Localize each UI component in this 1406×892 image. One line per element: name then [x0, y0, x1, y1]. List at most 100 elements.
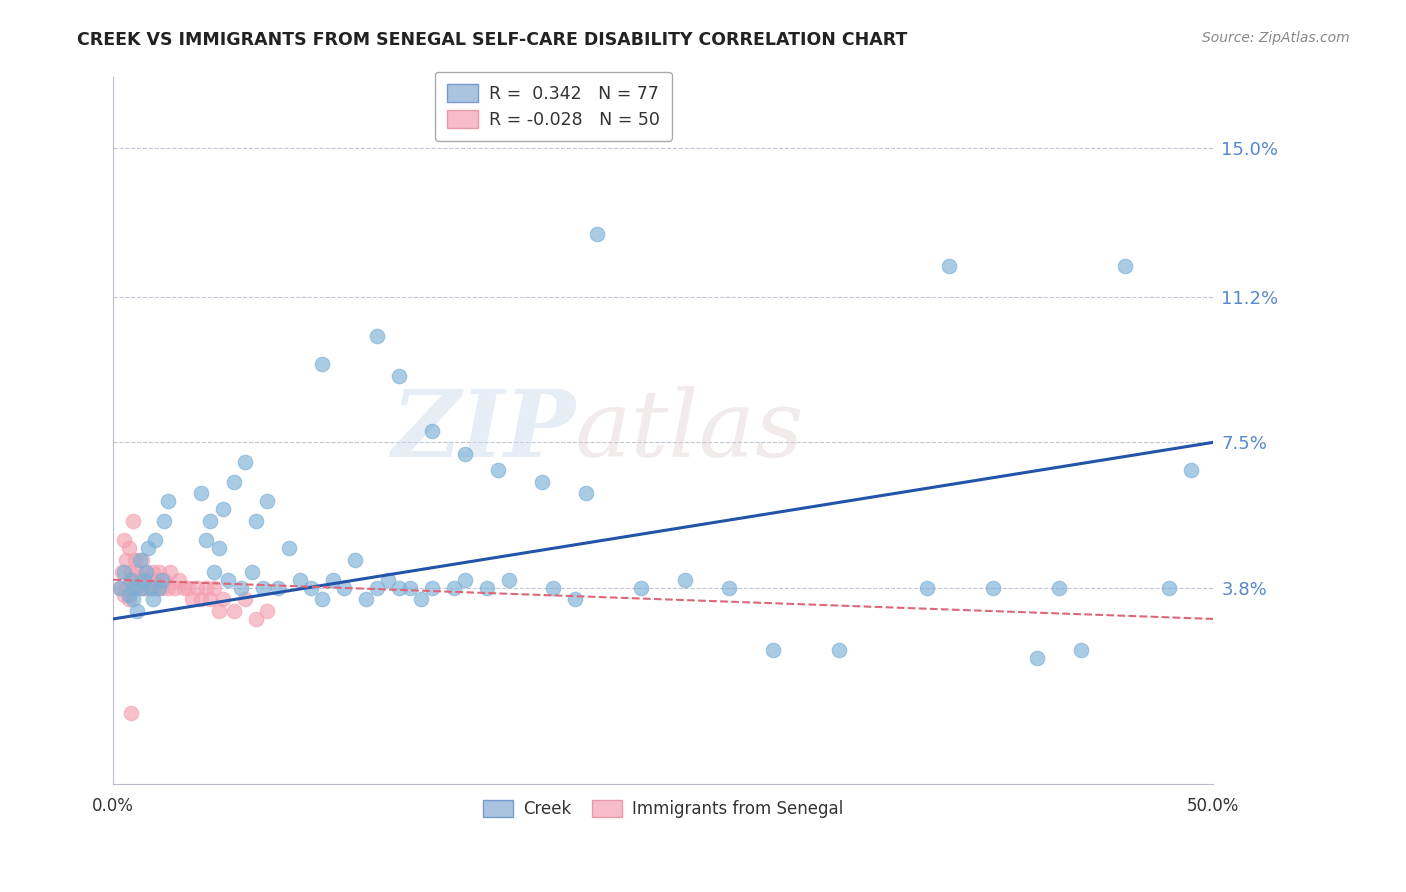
Point — [120, 581, 142, 595]
Point — [128, 553, 150, 567]
Point — [115, 553, 138, 567]
Point — [198, 592, 221, 607]
Point — [159, 565, 181, 579]
Point — [311, 357, 333, 371]
Point — [420, 424, 443, 438]
Point — [229, 581, 252, 595]
Point — [290, 573, 312, 587]
Point — [124, 553, 146, 567]
Point — [157, 494, 180, 508]
Point — [177, 581, 200, 595]
Point — [1047, 581, 1070, 595]
Point — [120, 573, 142, 587]
Point — [366, 581, 388, 595]
Point — [411, 592, 433, 607]
Point — [217, 573, 239, 587]
Point — [564, 592, 586, 607]
Point — [153, 514, 176, 528]
Point — [194, 581, 217, 595]
Point — [1180, 463, 1202, 477]
Point — [143, 533, 166, 548]
Point — [377, 573, 399, 587]
Point — [252, 581, 274, 595]
Point — [112, 533, 135, 548]
Point — [240, 565, 263, 579]
Point — [112, 565, 135, 579]
Point — [181, 592, 204, 607]
Point — [981, 581, 1004, 595]
Point — [454, 447, 477, 461]
Point — [148, 565, 170, 579]
Point — [443, 581, 465, 595]
Point — [278, 541, 301, 556]
Point — [112, 588, 135, 602]
Point — [153, 573, 176, 587]
Point — [344, 553, 367, 567]
Point — [108, 581, 131, 595]
Point — [762, 643, 785, 657]
Point — [673, 573, 696, 587]
Point — [198, 514, 221, 528]
Point — [128, 581, 150, 595]
Point — [256, 604, 278, 618]
Point — [828, 643, 851, 657]
Point — [204, 565, 226, 579]
Point — [354, 592, 377, 607]
Point — [575, 486, 598, 500]
Point — [477, 581, 499, 595]
Point — [388, 368, 411, 383]
Point — [586, 227, 609, 242]
Point — [150, 573, 173, 587]
Point — [454, 573, 477, 587]
Point — [115, 581, 138, 595]
Text: atlas: atlas — [575, 385, 804, 475]
Point — [120, 706, 142, 720]
Point — [135, 565, 157, 579]
Point — [498, 573, 520, 587]
Point — [267, 581, 290, 595]
Point — [212, 592, 235, 607]
Point — [132, 573, 155, 587]
Point — [915, 581, 938, 595]
Point — [190, 592, 212, 607]
Point — [333, 581, 356, 595]
Point — [131, 553, 153, 567]
Point — [541, 581, 564, 595]
Point — [132, 581, 155, 595]
Point — [131, 581, 153, 595]
Point — [718, 581, 741, 595]
Point — [224, 475, 246, 489]
Point — [157, 581, 180, 595]
Point — [139, 581, 162, 595]
Point — [143, 573, 166, 587]
Point — [127, 604, 149, 618]
Point — [142, 565, 165, 579]
Point — [124, 581, 146, 595]
Point — [245, 514, 267, 528]
Point — [486, 463, 509, 477]
Point — [122, 514, 145, 528]
Point — [122, 573, 145, 587]
Point — [1114, 259, 1136, 273]
Point — [420, 581, 443, 595]
Point — [128, 573, 150, 587]
Point — [938, 259, 960, 273]
Point — [212, 502, 235, 516]
Point — [311, 592, 333, 607]
Point — [208, 604, 231, 618]
Point — [233, 455, 256, 469]
Point — [245, 612, 267, 626]
Point — [124, 581, 146, 595]
Point — [322, 573, 344, 587]
Point — [256, 494, 278, 508]
Point — [146, 581, 169, 595]
Point — [111, 565, 134, 579]
Point — [1157, 581, 1180, 595]
Point — [135, 565, 157, 579]
Point — [150, 581, 173, 595]
Point — [204, 581, 226, 595]
Point — [194, 533, 217, 548]
Point — [139, 581, 162, 595]
Legend: Creek, Immigrants from Senegal: Creek, Immigrants from Senegal — [477, 793, 849, 825]
Point — [366, 329, 388, 343]
